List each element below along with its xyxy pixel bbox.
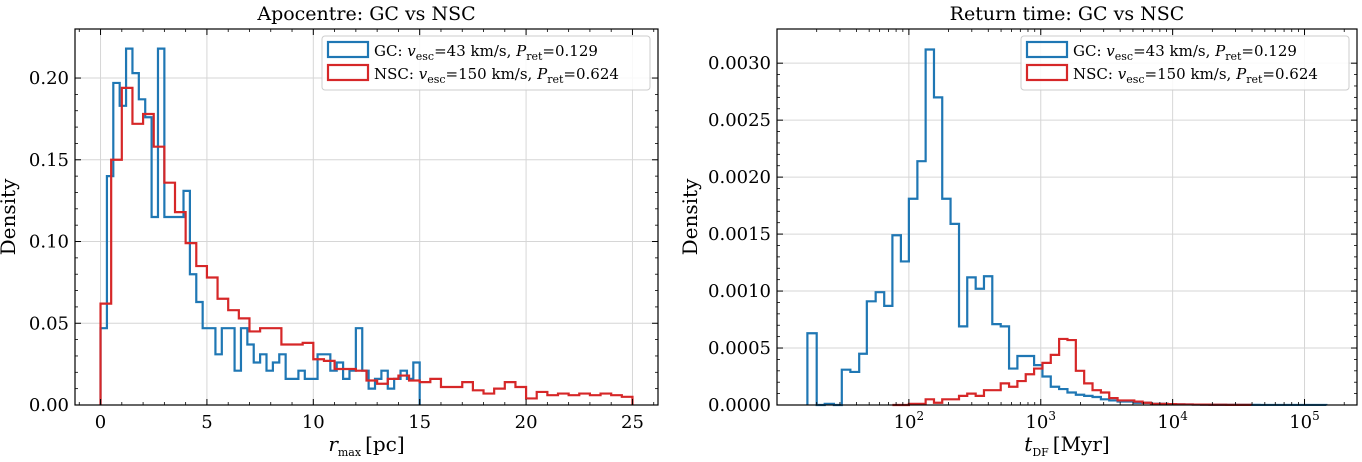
- x-tick-label: 105: [1289, 409, 1320, 433]
- y-tick-label: 0.0015: [708, 224, 771, 245]
- legend-swatch-gc: [326, 40, 370, 59]
- y-tick-label: 0.10: [29, 232, 69, 253]
- histogram-series-nsc: [99, 86, 634, 405]
- legend-label-gc: GC: vesc=43 km/s, Pret=0.129: [374, 42, 598, 63]
- legend-swatch-gc: [1025, 40, 1069, 59]
- right-series: [806, 48, 1328, 407]
- legend-label-gc: GC: vesc=43 km/s, Pret=0.129: [1073, 42, 1297, 63]
- x-tick-label: 0: [95, 412, 106, 433]
- x-tick-label: 104: [1157, 409, 1188, 433]
- y-tick-label: 0.0010: [708, 281, 771, 302]
- legend-label-nsc: NSC: vesc=150 km/s, Pret=0.624: [1073, 65, 1318, 86]
- legend-swatch-nsc: [326, 63, 370, 82]
- x-tick-label: 10: [302, 412, 325, 433]
- y-tick-label: 0.00: [29, 395, 69, 416]
- y-tick-label: 0.0025: [708, 110, 771, 131]
- left-axes-frame: [74, 28, 659, 406]
- legend-swatch-nsc: [1025, 63, 1069, 82]
- right-x-axis-label: tDF [Myr]: [1024, 432, 1109, 459]
- y-tick-label: 0.0005: [708, 338, 771, 359]
- x-tick-label: 25: [621, 412, 644, 433]
- left-x-axis-label: rmax [pc]: [328, 432, 404, 459]
- legend-box: [321, 35, 651, 91]
- left-panel: 0.00 0.05 0.10 0.15 0.20 0 5 10 15 20 25 Apocentre…: [0, 3, 659, 459]
- y-tick-label: 0.0000: [708, 395, 771, 416]
- x-tick-label: 103: [1025, 409, 1056, 433]
- histogram-series-gc: [99, 47, 421, 405]
- y-tick-label: 0.05: [29, 313, 69, 334]
- left-y-axis-label: Density: [0, 178, 20, 255]
- x-tick-label: 20: [515, 412, 538, 433]
- left-series: [99, 47, 634, 405]
- legend-box: [1020, 35, 1350, 91]
- right-chart-title: Return time: GC vs NSC: [950, 3, 1185, 25]
- right-panel: 0.0000 0.0005 0.0010 0.0015 0.0020 0.0025 0.00…: [678, 3, 1358, 459]
- histogram-series-gc: [806, 48, 1328, 407]
- right-y-axis-label: Density: [678, 178, 702, 255]
- y-tick-label: 0.15: [29, 150, 69, 171]
- right-axes-frame: [776, 28, 1358, 406]
- histogram-series-nsc: [892, 337, 1253, 407]
- x-tick-label: 102: [894, 409, 925, 433]
- y-tick-label: 0.20: [29, 68, 69, 89]
- x-tick-label: 15: [408, 412, 431, 433]
- left-chart-title: Apocentre: GC vs NSC: [256, 3, 475, 25]
- x-tick-label: 5: [201, 412, 212, 433]
- y-tick-label: 0.0030: [708, 53, 771, 74]
- legend-label-nsc: NSC: vesc=150 km/s, Pret=0.624: [374, 65, 619, 86]
- left-ticks: 0.00 0.05 0.10 0.15 0.20 0 5 10 15 20 25: [29, 29, 658, 433]
- y-tick-label: 0.0020: [708, 167, 771, 188]
- right-ticks: 0.0000 0.0005 0.0010 0.0015 0.0020 0.0025 0.00…: [708, 29, 1357, 433]
